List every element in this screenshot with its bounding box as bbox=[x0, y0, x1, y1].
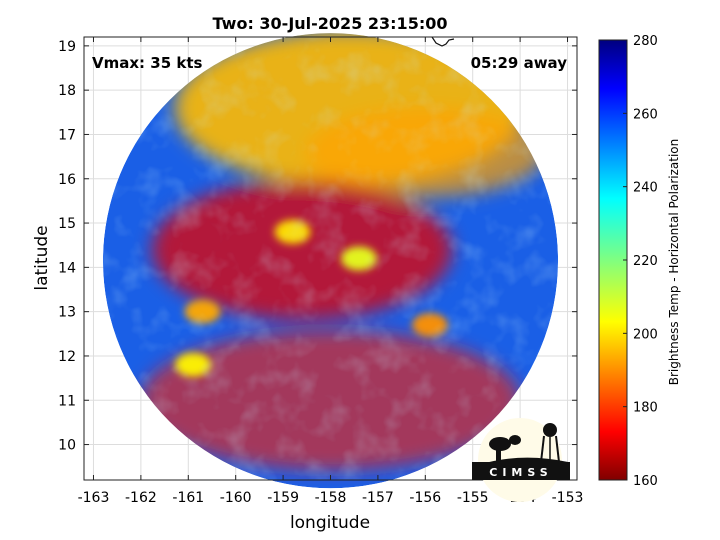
x-tick-label: -163 bbox=[78, 490, 110, 506]
swath-texture bbox=[102, 37, 559, 480]
y-tick-label: 10 bbox=[58, 438, 76, 454]
y-tick-label: 15 bbox=[58, 216, 76, 232]
vmax-label: Vmax: 35 kts bbox=[92, 54, 202, 72]
colorbar bbox=[598, 39, 628, 481]
colorbar-tick-label: 220 bbox=[633, 254, 658, 269]
x-tick-label: -156 bbox=[409, 490, 441, 506]
time-away-label: 05:29 away bbox=[471, 54, 568, 72]
y-tick-label: 13 bbox=[58, 305, 76, 321]
x-axis-label: longitude bbox=[290, 513, 370, 533]
colorbar-tick-label: 240 bbox=[633, 181, 658, 196]
colorbar-tick-label: 180 bbox=[633, 401, 658, 416]
x-tick-label: -159 bbox=[267, 490, 299, 506]
y-axis-ticks: 10 11 12 13 14 15 16 17 18 19 bbox=[58, 39, 577, 454]
x-tick-label: -153 bbox=[552, 490, 584, 506]
y-tick-label: 17 bbox=[58, 127, 76, 143]
colorbar-tick-label: 160 bbox=[633, 474, 658, 489]
colorbar-ticks: 160 180 200 220 240 260 280 bbox=[623, 34, 658, 489]
x-tick-label: -161 bbox=[172, 490, 204, 506]
y-tick-label: 16 bbox=[58, 172, 76, 188]
y-axis-label: latitude bbox=[32, 225, 52, 290]
x-axis-ticks: -163-162-161-160-159-158-157-156-155-154… bbox=[78, 37, 584, 506]
y-tick-label: 12 bbox=[58, 349, 76, 365]
x-tick-label: -157 bbox=[362, 490, 394, 506]
chart-title: Two: 30-Jul-2025 23:15:00 bbox=[213, 14, 448, 33]
colorbar-tick-label: 200 bbox=[633, 327, 658, 342]
x-tick-label: -158 bbox=[315, 490, 347, 506]
cimss-logo: CIMSS bbox=[472, 418, 570, 502]
y-tick-label: 14 bbox=[58, 260, 76, 276]
cimss-logo-text: CIMSS bbox=[489, 466, 552, 479]
colorbar-label: Brightness Temp - Horizontal Polarizatio… bbox=[667, 139, 681, 386]
brightness-temp-swath bbox=[102, 33, 559, 489]
x-tick-label: -162 bbox=[125, 490, 157, 506]
y-tick-label: 19 bbox=[58, 39, 76, 55]
y-tick-label: 11 bbox=[58, 393, 76, 409]
y-tick-label: 18 bbox=[58, 83, 76, 99]
colorbar-tick-label: 280 bbox=[633, 34, 658, 49]
x-tick-label: -160 bbox=[220, 490, 252, 506]
x-tick-label: -155 bbox=[457, 490, 489, 506]
coastline-fragment bbox=[431, 36, 455, 47]
colorbar-tick-label: 260 bbox=[633, 107, 658, 122]
